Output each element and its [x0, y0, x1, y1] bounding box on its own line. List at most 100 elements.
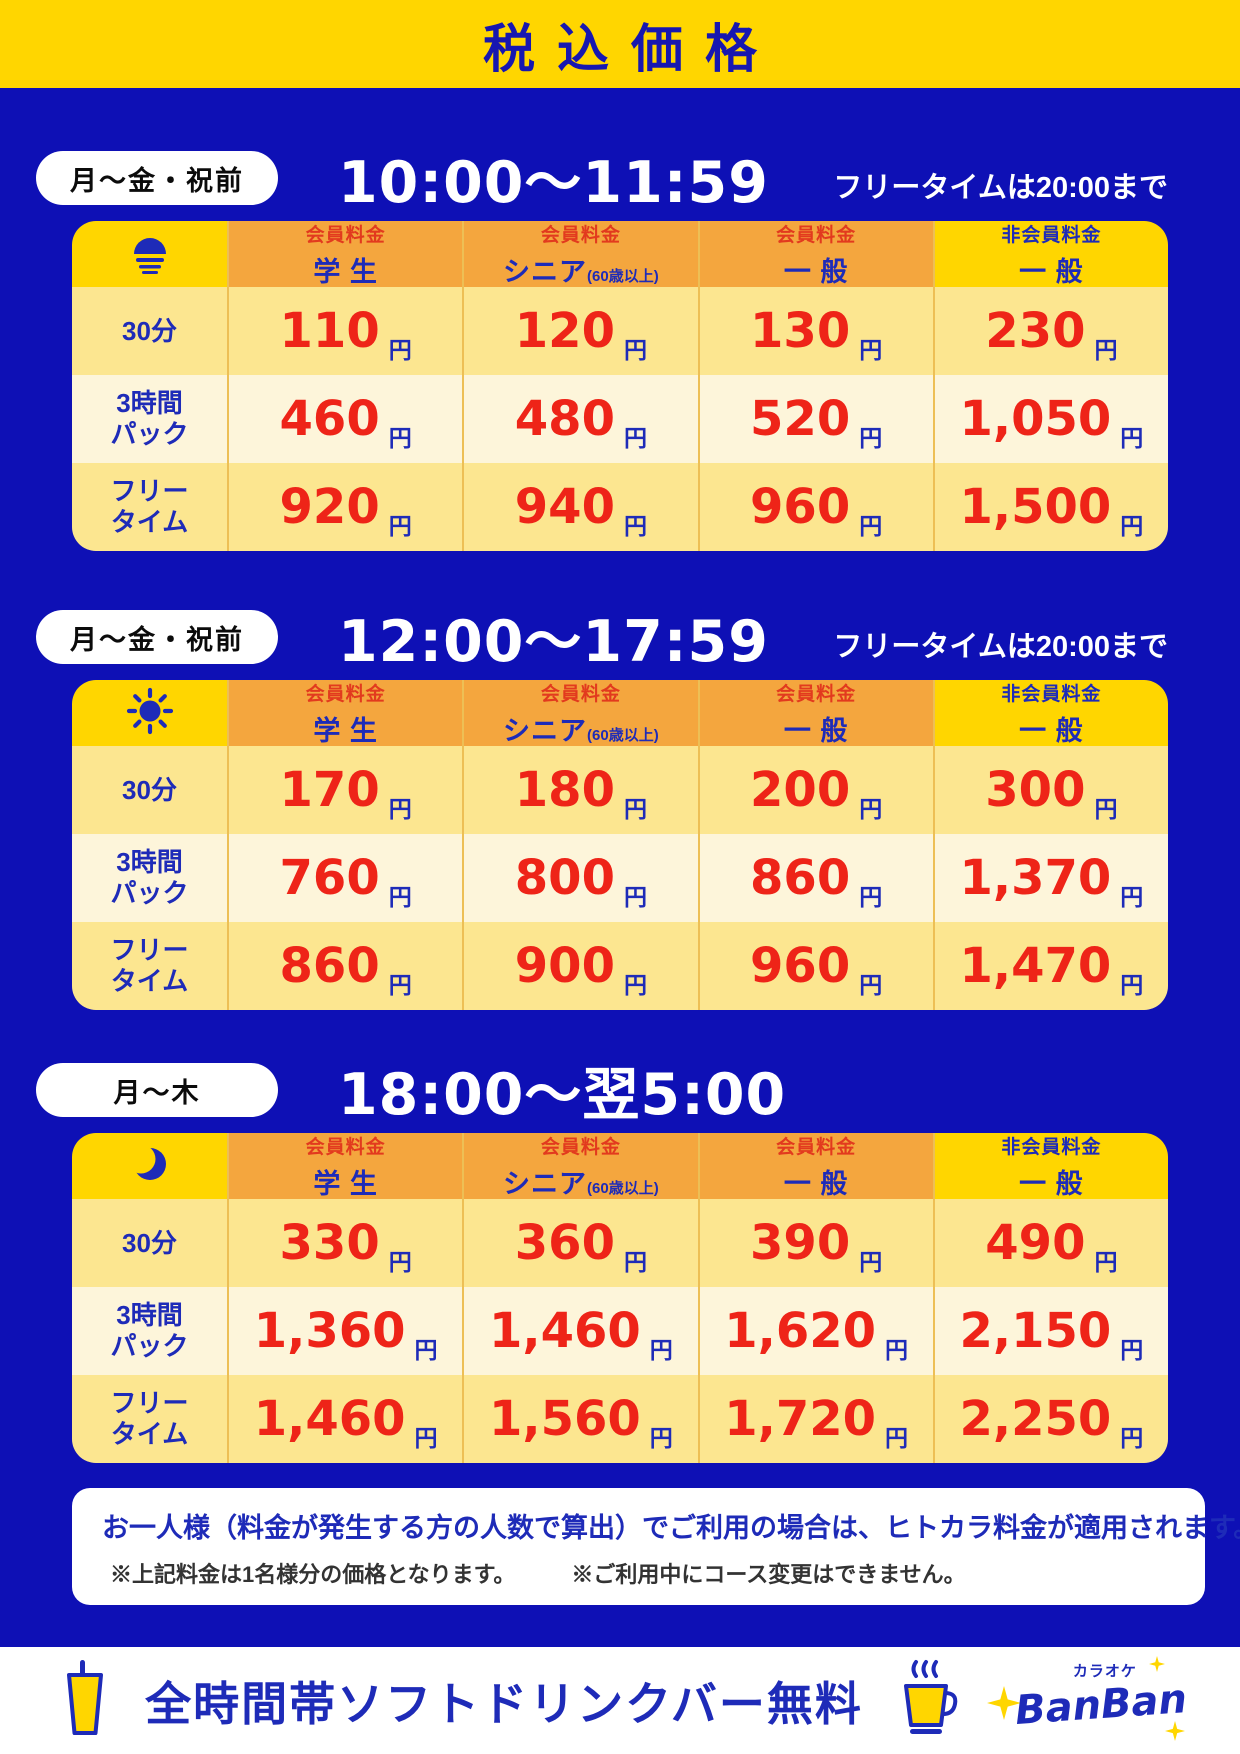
column-header-nonmember-general: 非会員料金 一 般	[932, 680, 1168, 746]
star-icon	[986, 1685, 1021, 1725]
footer-text: 全時間帯ソフトドリンクバー無料	[145, 1677, 863, 1730]
price-table: 会員料金 学 生 会員料金 シニア(60歳以上) 会員料金 一 般 非会員料金 …	[72, 680, 1168, 1010]
row-label: 30分	[72, 746, 227, 834]
price-cell: 760 円	[227, 834, 463, 922]
row-label: 3時間 パック	[72, 375, 227, 463]
table-row-freetime: フリー タイム 860 円 900 円 960 円 1,470 円	[72, 922, 1168, 1010]
price-cell: 520 円	[697, 375, 933, 463]
price-cell: 2,250 円	[932, 1375, 1168, 1463]
price-table: 会員料金 学 生 会員料金 シニア(60歳以上) 会員料金 一 般 非会員料金 …	[72, 1133, 1168, 1463]
price-section-daytime: 月〜金・祝前 12:00〜17:59 フリータイムは20:00まで	[36, 609, 1204, 1010]
table-row-30min: 30分 170 円 180 円 200 円 300 円	[72, 746, 1168, 834]
price-cell: 960 円	[697, 922, 933, 1010]
section-header: 月〜金・祝前 10:00〜11:59 フリータイムは20:00まで	[36, 150, 1204, 216]
table-row-freetime: フリー タイム 1,460 円 1,560 円 1,720 円 2,250 円	[72, 1375, 1168, 1463]
price-cell: 860 円	[227, 922, 463, 1010]
column-header-nonmember-general: 非会員料金 一 般	[932, 221, 1168, 287]
section-header: 月〜木 18:00〜翌5:00	[36, 1062, 1204, 1128]
price-cell: 920 円	[227, 463, 463, 551]
table-row-3hour-pack: 3時間 パック 460 円 480 円 520 円 1,050 円	[72, 375, 1168, 463]
price-cell: 170 円	[227, 746, 463, 834]
column-header-member-senior: 会員料金 シニア(60歳以上)	[462, 1133, 698, 1199]
star-icon	[1164, 1720, 1185, 1746]
footer-bar: 全時間帯ソフトドリンクバー無料 カラオケ BanBan	[0, 1647, 1240, 1754]
price-table: 会員料金 学 生 会員料金 シニア(60歳以上) 会員料金 一 般 非会員料金 …	[72, 221, 1168, 551]
price-cell: 300 円	[932, 746, 1168, 834]
column-header-member-general: 会員料金 一 般	[697, 680, 933, 746]
price-cell: 460 円	[227, 375, 463, 463]
price-cell: 940 円	[462, 463, 698, 551]
price-cell: 130 円	[697, 287, 933, 375]
row-label: 30分	[72, 287, 227, 375]
table-row-30min: 30分 110 円 120 円 130 円 230 円	[72, 287, 1168, 375]
table-row-3hour-pack: 3時間 パック 760 円 800 円 860 円 1,370 円	[72, 834, 1168, 922]
column-header-member-student: 会員料金 学 生	[227, 680, 463, 746]
time-range: 12:00〜17:59	[338, 609, 769, 675]
notice-sub-2: ※ご利用中にコース変更はできません。	[571, 1562, 966, 1587]
price-cell: 1,460 円	[462, 1287, 698, 1375]
row-label: 3時間 パック	[72, 834, 227, 922]
logo-karaoke-label: カラオケ	[1072, 1662, 1137, 1680]
table-header-row: 会員料金 学 生 会員料金 シニア(60歳以上) 会員料金 一 般 非会員料金 …	[72, 221, 1168, 287]
notice-sub: ※上記料金は1名様分の価格となります。 ※ご利用中にコース変更はできません。	[102, 1557, 1175, 1589]
time-icon-cell	[72, 221, 227, 287]
price-cell: 120 円	[462, 287, 698, 375]
column-header-member-student: 会員料金 学 生	[227, 1133, 463, 1199]
price-cell: 360 円	[462, 1199, 698, 1287]
column-header-member-senior: 会員料金 シニア(60歳以上)	[462, 221, 698, 287]
column-header-member-general: 会員料金 一 般	[697, 1133, 933, 1199]
price-cell: 330 円	[227, 1199, 463, 1287]
sun-icon	[126, 687, 174, 740]
row-label: フリー タイム	[72, 1375, 227, 1463]
price-section-night: 月〜木 18:00〜翌5:00 会員料金 学 生 会員料金 シニア(60歳以上)	[36, 1062, 1204, 1463]
notice-box: お一人様（料金が発生する方の人数で算出）でご利用の場合は、ヒトカラ料金が適用され…	[72, 1488, 1240, 1605]
price-cell: 1,370 円	[932, 834, 1168, 922]
time-range: 18:00〜翌5:00	[338, 1062, 787, 1128]
price-cell: 1,360 円	[227, 1287, 463, 1375]
hot-drink-icon	[897, 1659, 961, 1742]
column-header-nonmember-general: 非会員料金 一 般	[932, 1133, 1168, 1199]
price-cell: 900 円	[462, 922, 698, 1010]
freetime-note: フリータイムは20:00まで	[833, 172, 1168, 204]
day-badge: 月〜木	[36, 1063, 278, 1117]
price-section-morning: 月〜金・祝前 10:00〜11:59 フリータイムは20:00まで 会員料金 学…	[36, 150, 1204, 551]
price-cell: 1,620 円	[697, 1287, 933, 1375]
row-label: フリー タイム	[72, 463, 227, 551]
column-header-member-student: 会員料金 学 生	[227, 221, 463, 287]
price-cell: 1,460 円	[227, 1375, 463, 1463]
price-cell: 110 円	[227, 287, 463, 375]
column-header-member-general: 会員料金 一 般	[697, 221, 933, 287]
logo-banban-text: BanBan	[1013, 1675, 1189, 1734]
page-title: 税込価格	[482, 20, 779, 79]
cold-drink-icon	[59, 1659, 111, 1742]
table-row-3hour-pack: 3時間 パック 1,360 円 1,460 円 1,620 円 2,150 円	[72, 1287, 1168, 1375]
price-cell: 800 円	[462, 834, 698, 922]
star-icon	[1148, 1655, 1165, 1677]
table-row-30min: 30分 330 円 360 円 390 円 490 円	[72, 1199, 1168, 1287]
table-row-freetime: フリー タイム 920 円 940 円 960 円 1,500 円	[72, 463, 1168, 551]
sunrise-icon	[123, 229, 177, 280]
price-cell: 480 円	[462, 375, 698, 463]
freetime-note: フリータイムは20:00まで	[833, 631, 1168, 663]
row-label: 30分	[72, 1199, 227, 1287]
price-cell: 180 円	[462, 746, 698, 834]
price-cell: 860 円	[697, 834, 933, 922]
column-header-member-senior: 会員料金 シニア(60歳以上)	[462, 680, 698, 746]
time-icon-cell	[72, 1133, 227, 1199]
price-cell: 1,470 円	[932, 922, 1168, 1010]
price-cell: 960 円	[697, 463, 933, 551]
banner: 税込価格	[0, 0, 1240, 88]
day-badge: 月〜金・祝前	[36, 151, 278, 205]
notice-sub-1: ※上記料金は1名様分の価格となります。	[110, 1562, 516, 1587]
price-cell: 1,050 円	[932, 375, 1168, 463]
table-header-row: 会員料金 学 生 会員料金 シニア(60歳以上) 会員料金 一 般 非会員料金 …	[72, 1133, 1168, 1199]
moon-icon	[126, 1140, 170, 1193]
price-cell: 200 円	[697, 746, 933, 834]
table-header-row: 会員料金 学 生 会員料金 シニア(60歳以上) 会員料金 一 般 非会員料金 …	[72, 680, 1168, 746]
time-icon-cell	[72, 680, 227, 746]
price-cell: 490 円	[932, 1199, 1168, 1287]
price-cell: 1,500 円	[932, 463, 1168, 551]
row-label: 3時間 パック	[72, 1287, 227, 1375]
price-cell: 1,560 円	[462, 1375, 698, 1463]
section-header: 月〜金・祝前 12:00〜17:59 フリータイムは20:00まで	[36, 609, 1204, 675]
